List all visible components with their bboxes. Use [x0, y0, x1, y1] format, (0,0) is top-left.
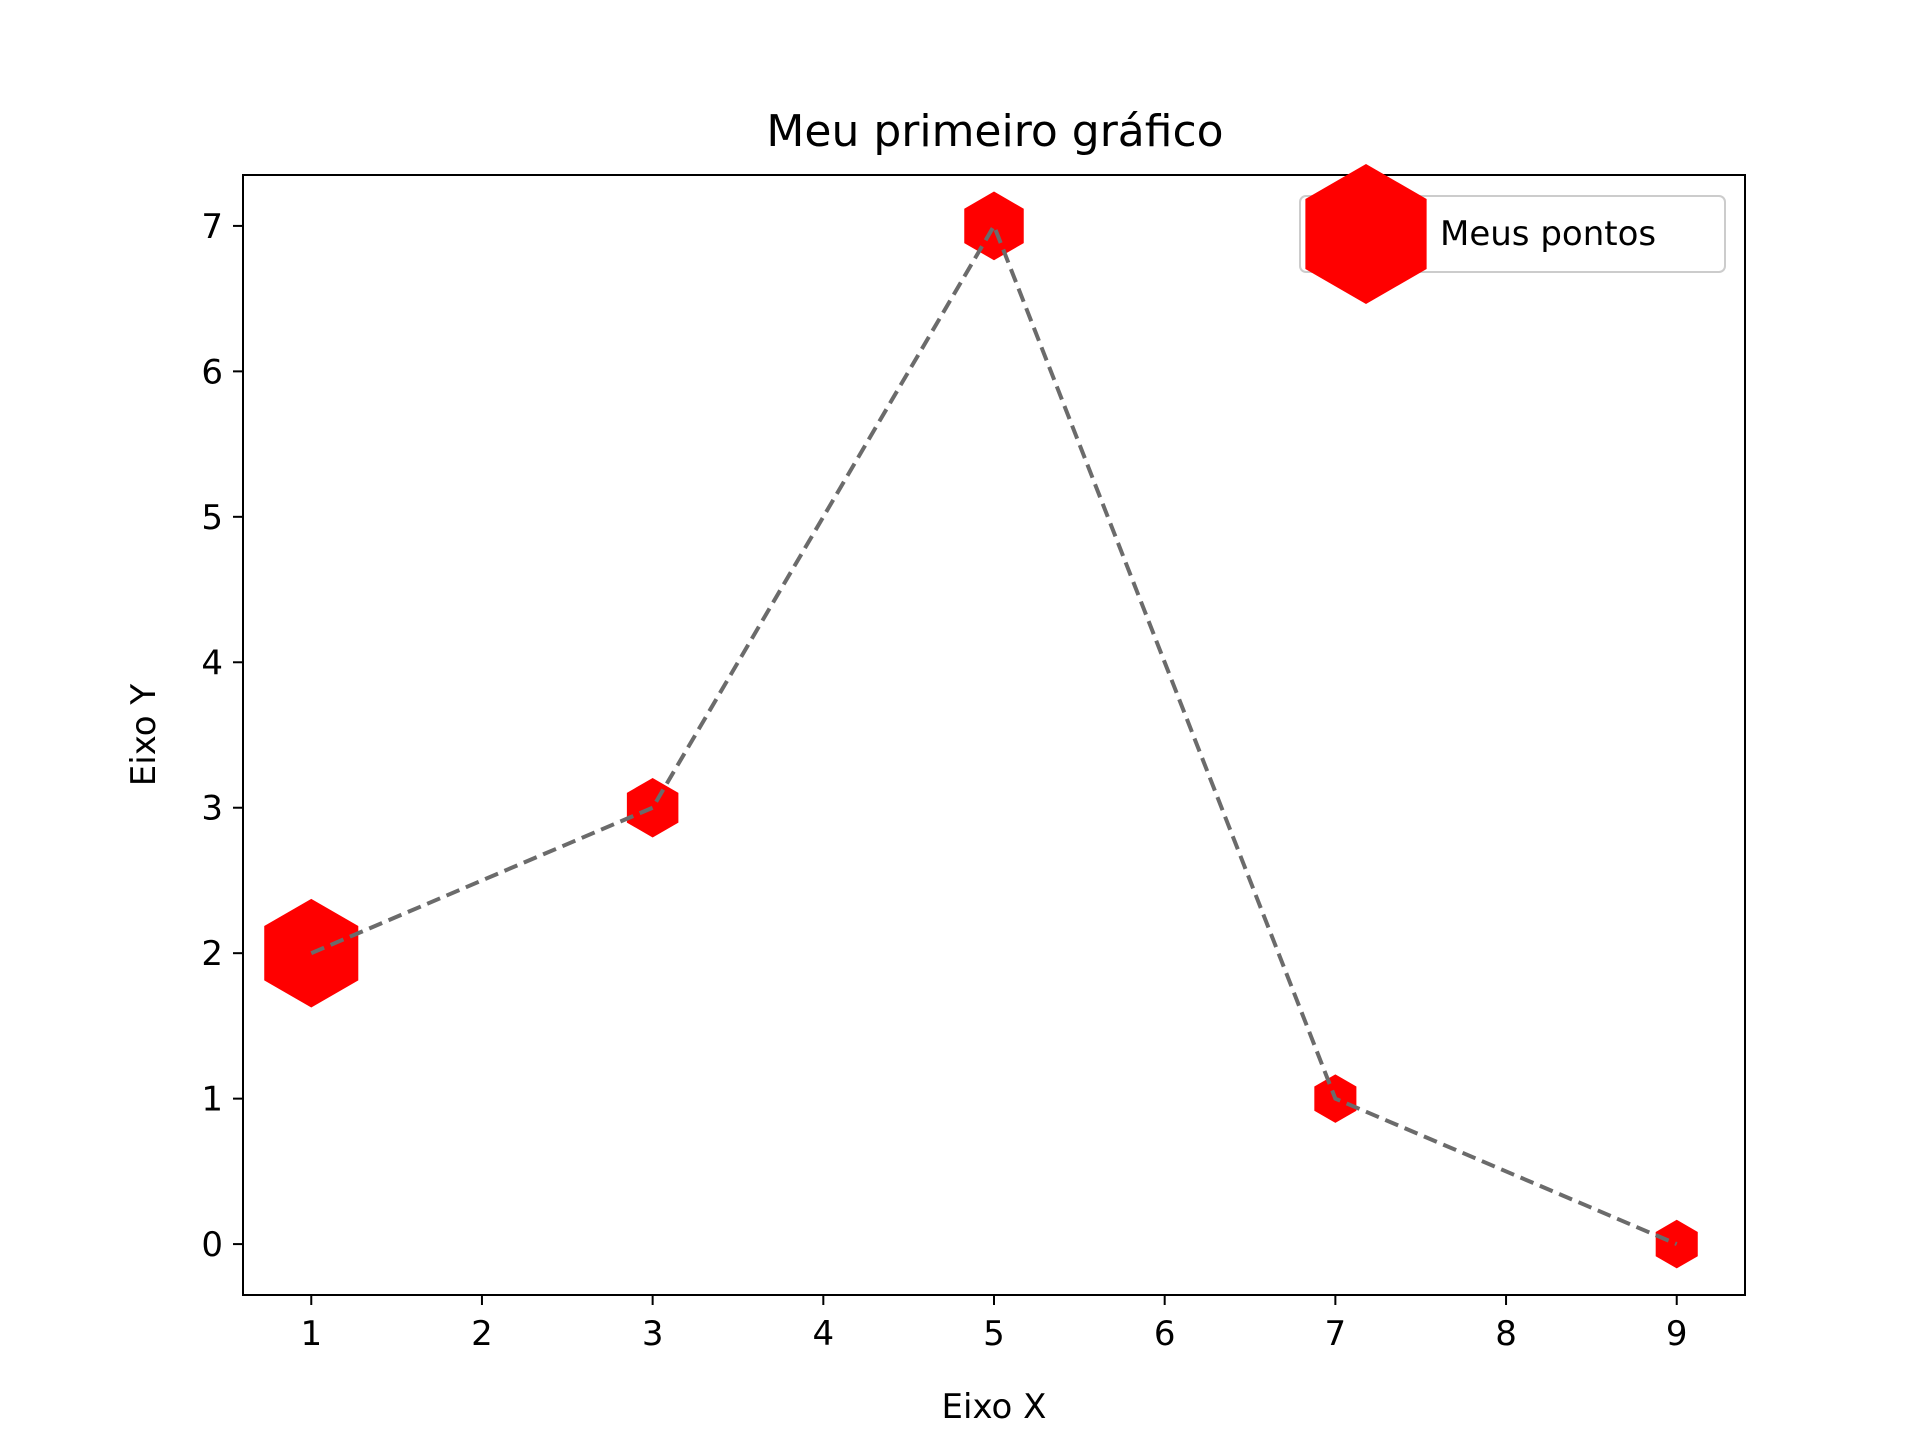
series-line [310, 221, 1678, 1246]
y-tick-label: 7 [201, 207, 223, 247]
y-tick-label: 1 [201, 1080, 223, 1120]
y-tick-label: 0 [201, 1225, 223, 1265]
legend-label: Meus pontos [1440, 214, 1656, 254]
data-point-marker [626, 777, 679, 838]
y-tick-label: 6 [201, 352, 223, 392]
plot-layer [264, 191, 1698, 1269]
x-tick-label: 2 [471, 1314, 493, 1354]
x-tick-label: 3 [642, 1314, 664, 1354]
x-tick-label: 9 [1666, 1314, 1688, 1354]
plot-area [264, 191, 1698, 1269]
x-axis-label: Eixo X [942, 1387, 1047, 1427]
x-tick-label: 6 [1154, 1314, 1176, 1354]
x-tick-label: 5 [983, 1314, 1005, 1354]
x-tick-label: 7 [1325, 1314, 1347, 1354]
y-tick-label: 3 [201, 789, 223, 829]
y-tick-label: 5 [201, 498, 223, 538]
y-tick-label: 2 [201, 934, 223, 974]
legend: Meus pontos [1299, 164, 1726, 304]
data-point-marker [264, 898, 359, 1008]
chart-title: Meu primeiro gráfico [766, 106, 1223, 157]
legend-marker-hexagon [1305, 164, 1427, 304]
x-tick-label: 8 [1495, 1314, 1517, 1354]
data-point-marker [964, 191, 1024, 261]
x-tick-label: 4 [812, 1314, 834, 1354]
y-tick-label: 4 [201, 643, 223, 683]
y-axis-label: Eixo Y [124, 684, 164, 787]
x-tick-label: 1 [300, 1314, 322, 1354]
ticks-layer: 1 2 3 4 5 6 7 8 9 0 1 2 3 4 5 6 7 [201, 207, 1687, 1354]
